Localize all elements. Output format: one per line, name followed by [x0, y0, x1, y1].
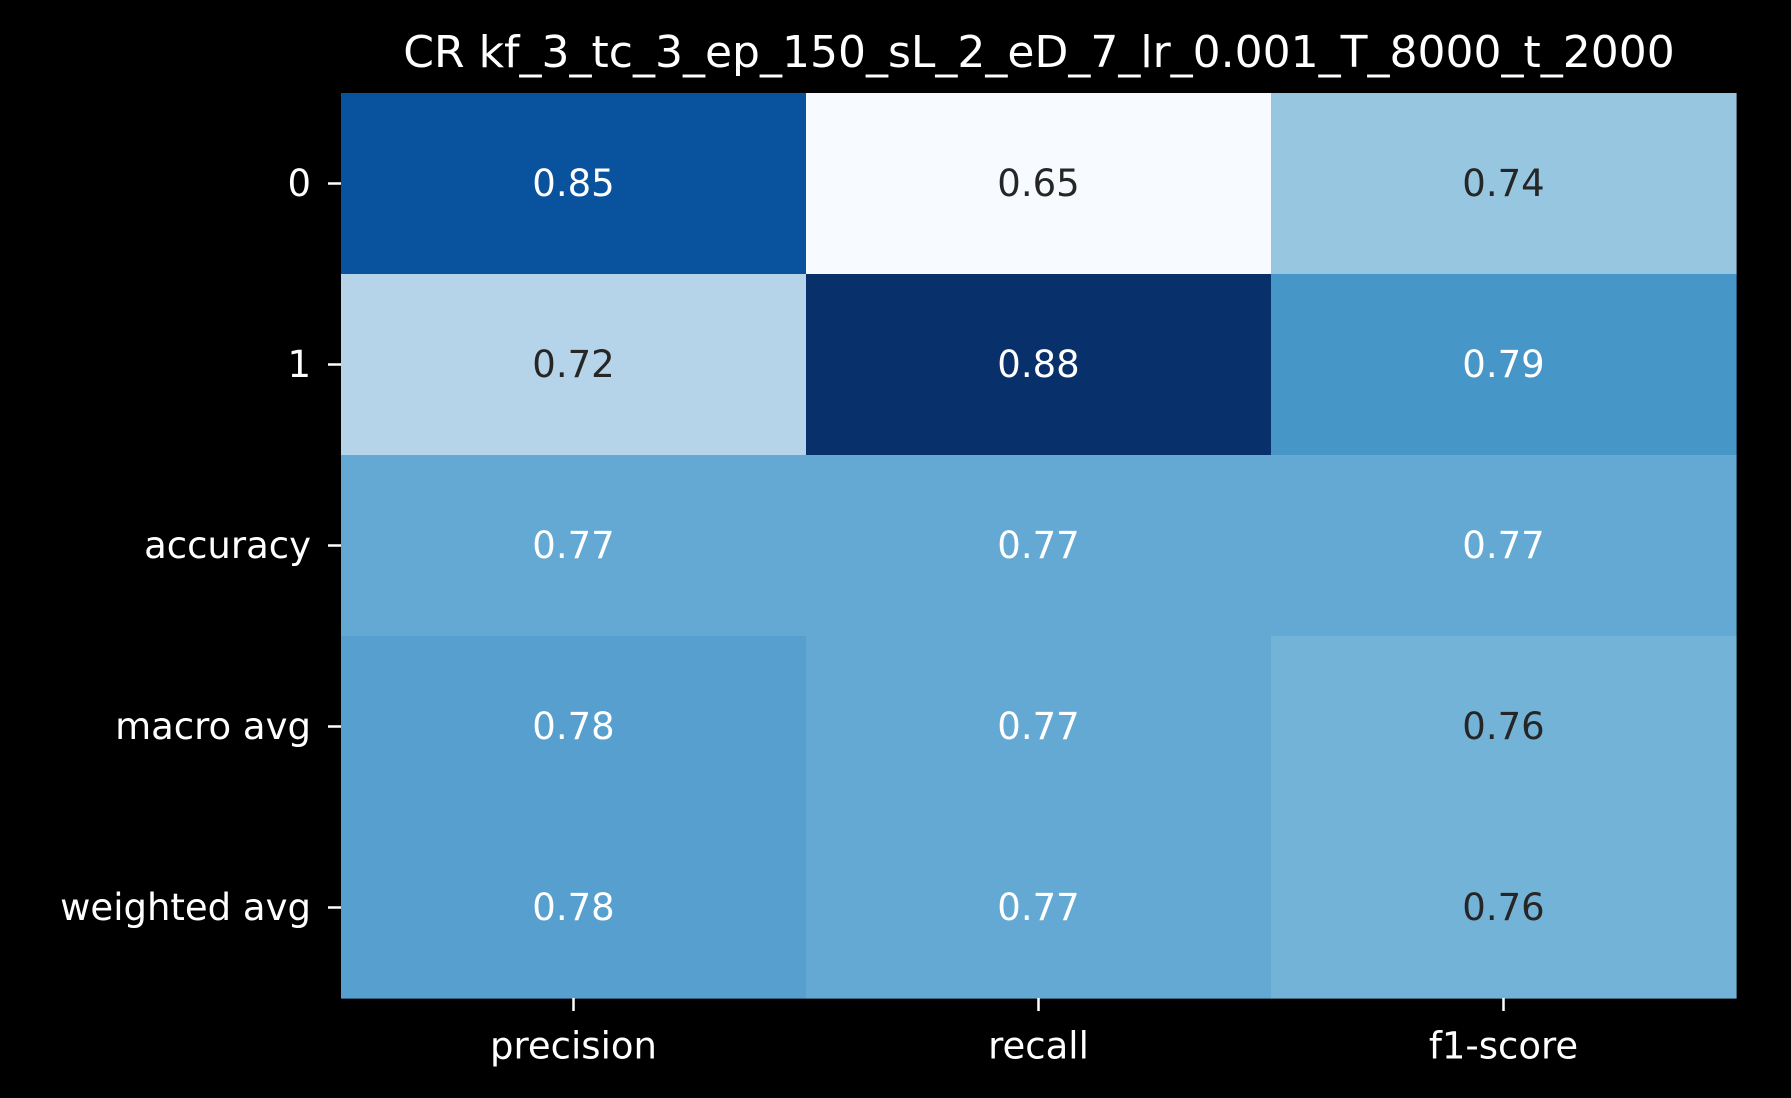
cell-value-label-4-1: 0.77	[997, 886, 1079, 929]
heatmap-cell-1-0	[341, 274, 807, 456]
heatmap-cell-4-0	[341, 817, 807, 999]
x-axis: precision recall f1-score	[490, 998, 1578, 1068]
cell-value-label-0-2: 0.74	[1462, 162, 1544, 205]
heatmap-cell-4-1	[806, 817, 1272, 999]
cell-value-label-2-2: 0.77	[1462, 524, 1544, 567]
cell-value-label-4-2: 0.76	[1462, 886, 1544, 929]
y-tick-label-1: 1	[287, 343, 311, 386]
cell-value-label-1-0: 0.72	[532, 343, 614, 386]
x-tick-label-1: recall	[988, 1025, 1089, 1068]
chart-title: CR kf_3_tc_3_ep_150_sL_2_eD_7_lr_0.001_T…	[403, 27, 1674, 78]
heatmap-cell-1-2	[1271, 274, 1737, 456]
y-tick-label-0: 0	[287, 162, 311, 205]
heatmap-cell-4-2	[1271, 817, 1737, 999]
heatmap-cell-3-1	[806, 636, 1272, 818]
cell-value-label-3-0: 0.78	[532, 705, 614, 748]
cell-value-label-3-1: 0.77	[997, 705, 1079, 748]
heatmap-cell-3-0	[341, 636, 807, 818]
heatmap-cell-0-0	[341, 93, 807, 275]
cell-value-label-0-1: 0.65	[997, 162, 1079, 205]
cell-value-label-4-0: 0.78	[532, 886, 614, 929]
y-tick-label-4: weighted avg	[60, 886, 311, 929]
cell-value-label-0-0: 0.85	[532, 162, 614, 205]
cell-value-label-2-0: 0.77	[532, 524, 614, 567]
x-tick-label-2: f1-score	[1429, 1025, 1578, 1068]
y-tick-label-3: macro avg	[115, 705, 311, 748]
heatmap-cell-0-2	[1271, 93, 1737, 275]
heatmap-cell-1-1	[806, 274, 1272, 456]
y-tick-label-2: accuracy	[144, 524, 311, 567]
cell-value-labels: 0.85 0.65 0.74 0.72 0.88 0.79 0.77 0.77 0.77 0.78…	[532, 162, 1544, 929]
heatmap-cells	[341, 93, 1737, 999]
heatmap-cell-0-1	[806, 93, 1272, 275]
cell-value-label-2-1: 0.77	[997, 524, 1079, 567]
cell-value-label-3-2: 0.76	[1462, 705, 1544, 748]
heatmap-cell-3-2	[1271, 636, 1737, 818]
cell-value-label-1-1: 0.88	[997, 343, 1079, 386]
x-tick-label-0: precision	[490, 1025, 657, 1068]
heatmap-cell-2-1	[806, 455, 1272, 637]
heatmap-cell-2-0	[341, 455, 807, 637]
y-axis: 0 1 accuracy macro avg weighted avg	[60, 162, 341, 929]
heatmap-cell-2-2	[1271, 455, 1737, 637]
cell-value-label-1-2: 0.79	[1462, 343, 1544, 386]
